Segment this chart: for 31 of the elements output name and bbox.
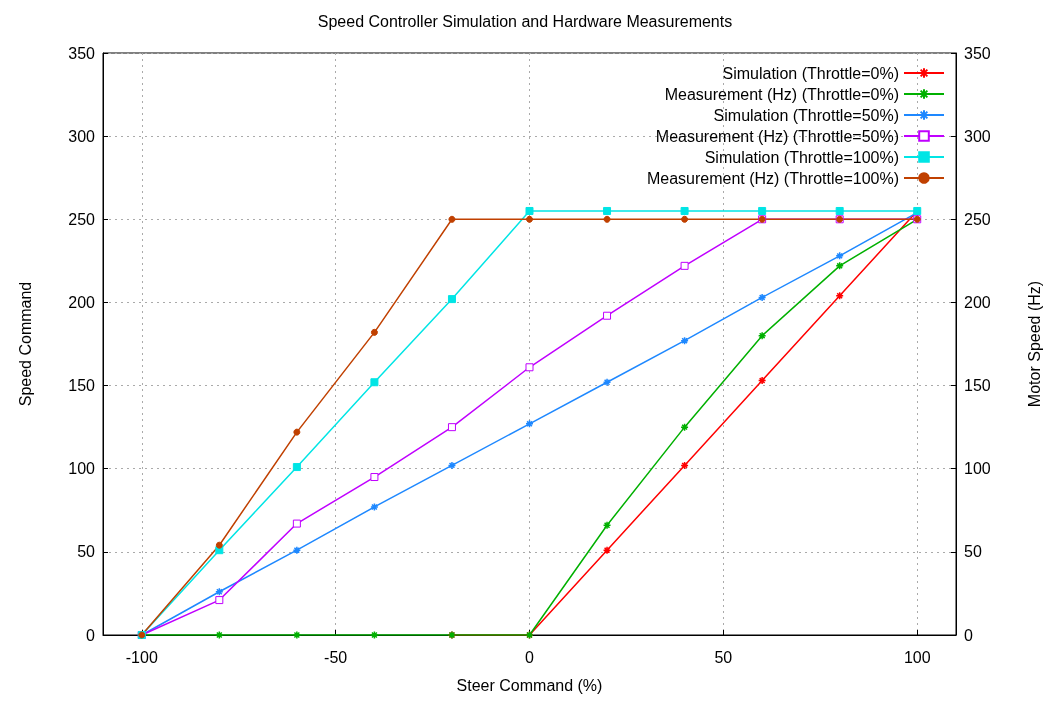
legend-label: Simulation (Throttle=0%)	[722, 64, 899, 82]
y-tick-label: 0	[86, 626, 96, 644]
legend-label: Simulation (Throttle=100%)	[704, 148, 899, 166]
y2-tick-label: 50	[964, 543, 982, 561]
y2-tick-label: 0	[964, 626, 973, 644]
chart-title: Speed Controller Simulation and Hardware Measurements	[317, 12, 733, 30]
legend-label: Simulation (Throttle=50%)	[713, 106, 899, 124]
x-tick-label: 50	[714, 648, 733, 666]
x-tick-label: -100	[125, 648, 158, 666]
legend-label: Measurement (Hz) (Throttle=0%)	[664, 85, 899, 103]
y2-tick-label: 150	[964, 377, 991, 395]
legend-label: Measurement (Hz) (Throttle=50%)	[655, 127, 899, 145]
y-tick-label: 100	[68, 460, 96, 478]
y-tick-label: 250	[68, 210, 96, 228]
y-tick-label: 50	[77, 543, 96, 561]
y-tick-label: 300	[68, 127, 96, 145]
y2-tick-label: 100	[964, 460, 991, 478]
y-tick-label: 200	[68, 293, 96, 311]
y2-axis-title: Motor Speed (Hz)	[1025, 280, 1043, 408]
y2-tick-label: 250	[964, 210, 991, 228]
legend-label: Measurement (Hz) (Throttle=100%)	[646, 169, 899, 187]
y2-tick-label: 200	[964, 293, 991, 311]
y-axis-title: Speed Command	[16, 281, 34, 407]
x-tick-label: -50	[324, 648, 348, 666]
x-tick-label: 100	[903, 648, 931, 666]
x-tick-label: 0	[525, 648, 535, 666]
y-tick-label: 350	[68, 44, 96, 62]
y2-tick-label: 300	[964, 127, 991, 145]
y-tick-label: 150	[68, 377, 96, 395]
x-axis-title: Steer Command (%)	[456, 676, 603, 694]
y2-tick-label: 350	[964, 44, 991, 62]
